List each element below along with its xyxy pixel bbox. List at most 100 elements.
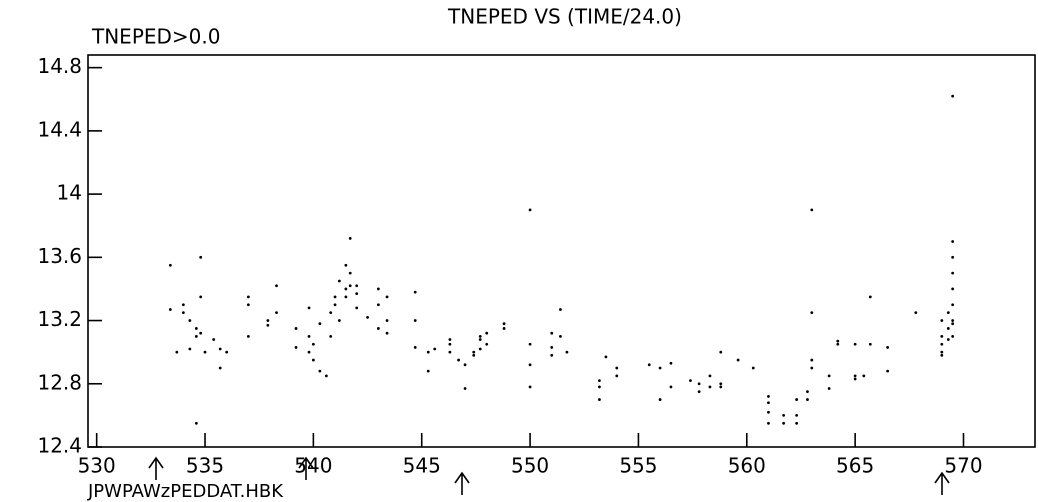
- point: [502, 322, 506, 326]
- point: [307, 334, 311, 338]
- point: [951, 287, 955, 291]
- point: [175, 350, 179, 354]
- point: [463, 363, 467, 367]
- point: [318, 369, 322, 373]
- point: [951, 94, 955, 98]
- point: [413, 319, 417, 322]
- point: [194, 334, 198, 338]
- point: [413, 290, 417, 294]
- point: [940, 334, 944, 338]
- point: [940, 350, 944, 354]
- point: [426, 350, 430, 354]
- point: [188, 347, 192, 351]
- point: [355, 292, 359, 296]
- point: [615, 374, 619, 378]
- point: [647, 363, 651, 367]
- point: [951, 240, 955, 243]
- point: [168, 263, 172, 267]
- point: [433, 347, 437, 351]
- point: [324, 374, 328, 378]
- point: [478, 334, 482, 338]
- point: [708, 374, 712, 378]
- arrow: [934, 471, 950, 495]
- point: [344, 287, 348, 291]
- point: [307, 306, 311, 310]
- point: [502, 327, 506, 330]
- point: [318, 322, 322, 326]
- point: [550, 331, 554, 335]
- point: [333, 303, 337, 307]
- point: [669, 385, 673, 389]
- point: [810, 366, 814, 370]
- point: [853, 377, 857, 381]
- point: [376, 327, 380, 330]
- point: [348, 284, 352, 288]
- point: [478, 338, 482, 341]
- point: [951, 319, 955, 322]
- point: [782, 421, 786, 425]
- point: [355, 306, 359, 310]
- file-label: JPWPAWzPEDDAT.HBK: [87, 481, 284, 502]
- point: [946, 327, 950, 330]
- point: [940, 319, 944, 322]
- point: [946, 338, 950, 341]
- point: [951, 334, 955, 338]
- point: [478, 347, 482, 351]
- point: [188, 319, 192, 322]
- point: [463, 387, 467, 390]
- y-tick-label: 14.4: [37, 117, 82, 141]
- point: [598, 385, 601, 389]
- point: [528, 342, 532, 346]
- x-tick-label: 555: [619, 454, 657, 478]
- point: [914, 311, 918, 315]
- point: [311, 358, 315, 362]
- point: [218, 347, 222, 351]
- arrow: [148, 456, 164, 480]
- point: [719, 350, 723, 354]
- point: [806, 390, 809, 394]
- point: [886, 369, 890, 373]
- x-tick-label: 550: [511, 454, 549, 478]
- point: [550, 346, 554, 349]
- point: [951, 271, 955, 275]
- point: [348, 271, 352, 275]
- point: [598, 398, 601, 401]
- point: [311, 342, 315, 346]
- point: [782, 413, 786, 417]
- point: [246, 295, 250, 299]
- point: [598, 379, 601, 383]
- point: [689, 379, 692, 383]
- point: [448, 342, 452, 346]
- point: [376, 303, 380, 307]
- point: [951, 322, 955, 326]
- point: [767, 421, 770, 425]
- subtitle: TNEPED>0.0: [91, 25, 220, 49]
- point: [333, 295, 337, 299]
- point: [940, 353, 944, 357]
- point: [329, 311, 333, 315]
- point: [294, 346, 298, 349]
- plot-frame: [87, 54, 1036, 448]
- point: [615, 366, 619, 370]
- point: [697, 382, 701, 386]
- point: [565, 350, 569, 354]
- x-tick-label: 560: [728, 454, 766, 478]
- point: [719, 385, 723, 389]
- point: [810, 358, 814, 362]
- point: [472, 350, 476, 354]
- point: [472, 353, 476, 357]
- point: [385, 295, 389, 299]
- point: [246, 334, 250, 338]
- point: [806, 398, 809, 401]
- point: [225, 350, 229, 354]
- point: [767, 401, 770, 405]
- point: [344, 295, 348, 299]
- arrow: [298, 456, 314, 480]
- point: [795, 398, 799, 401]
- x-tick-label: 535: [186, 454, 224, 478]
- point: [355, 284, 359, 288]
- point: [559, 308, 562, 311]
- point: [199, 295, 203, 299]
- point: [528, 208, 532, 212]
